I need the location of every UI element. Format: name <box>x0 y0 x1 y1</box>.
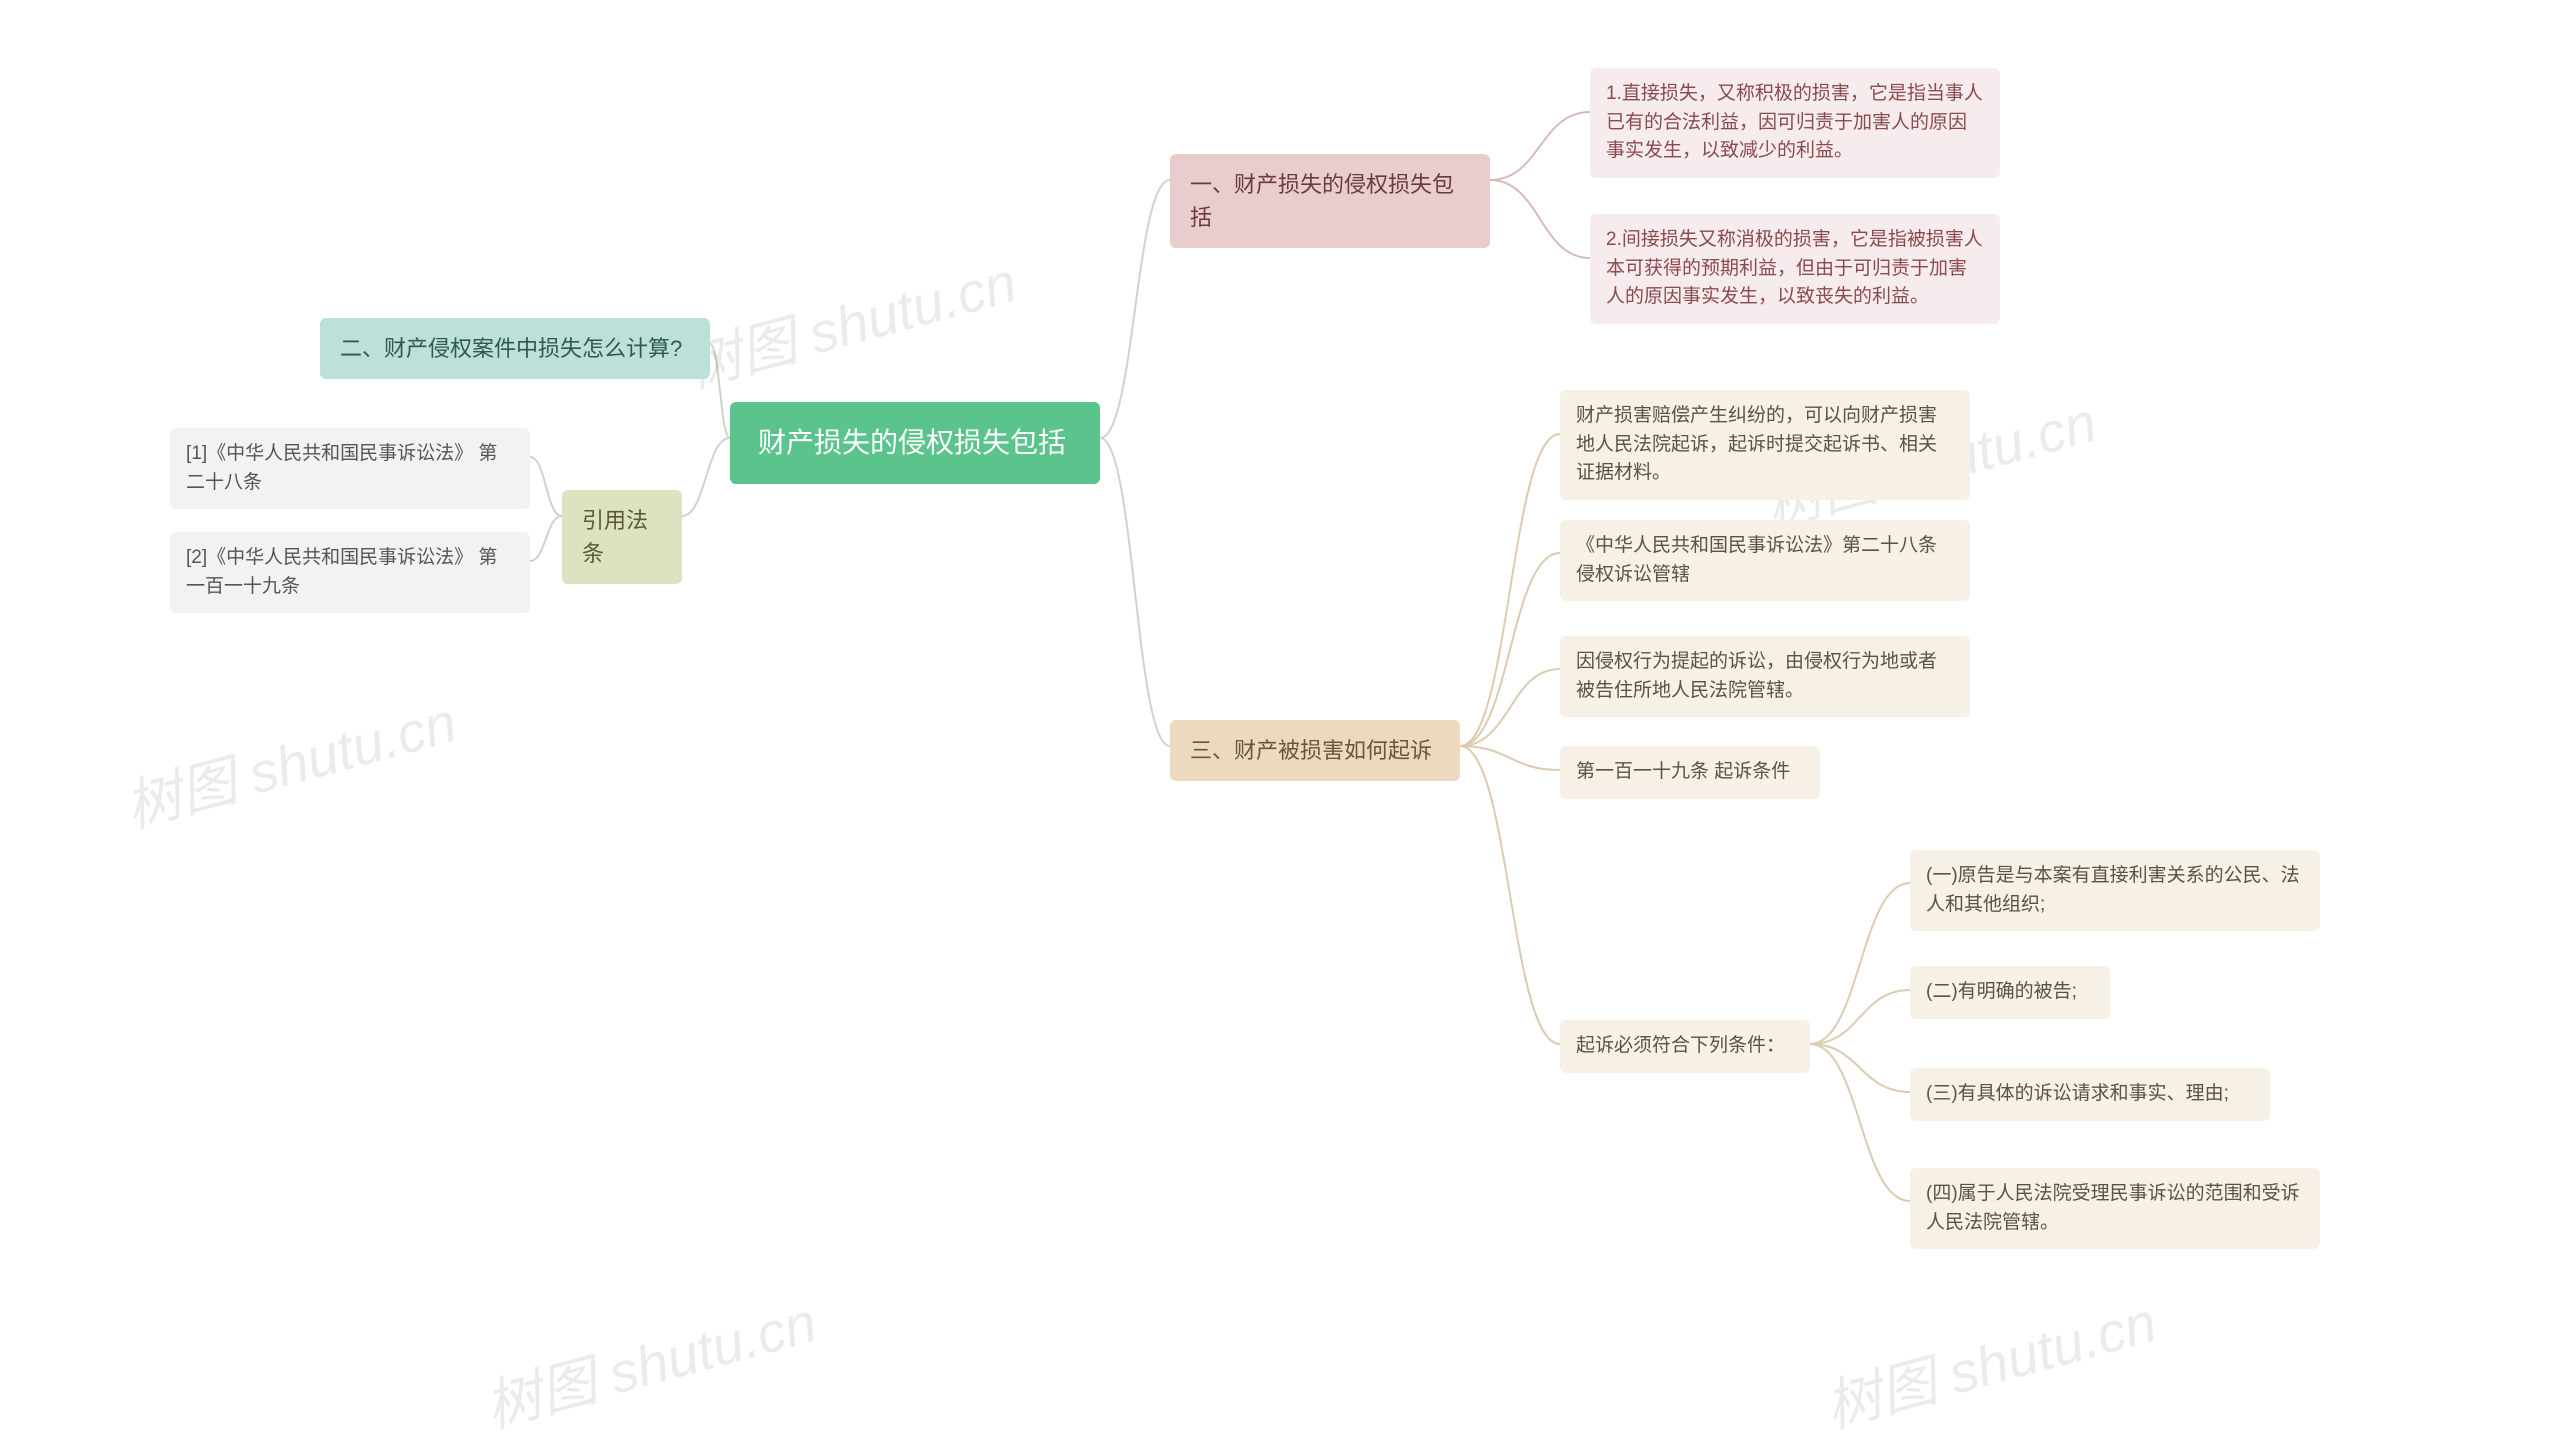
type-item[interactable]: 1.直接损失，又称积极的损害，它是指当事人已有的合法利益，因可归责于加害人的原因… <box>1590 68 2000 178</box>
watermark: 树图 shutu.cn <box>475 1277 824 1443</box>
type-item[interactable]: 2.间接损失又称消极的损害，它是指被损害人本可获得的预期利益，但由于可归责于加害… <box>1590 214 2000 324</box>
branch-calc[interactable]: 二、财产侵权案件中损失怎么计算? <box>320 318 710 379</box>
root-node[interactable]: 财产损失的侵权损失包括 <box>730 402 1100 484</box>
branch-types[interactable]: 一、财产损失的侵权损失包括 <box>1170 154 1490 248</box>
condition-item[interactable]: (二)有明确的被告; <box>1910 966 2110 1019</box>
citation-item[interactable]: [2]《中华人民共和国民事诉讼法》 第一百一十九条 <box>170 532 530 613</box>
watermark: 树图 shutu.cn <box>115 677 464 843</box>
lawsuit-item[interactable]: 财产损害赔偿产生纠纷的，可以向财产损害地人民法院起诉，起诉时提交起诉书、相关证据… <box>1560 390 1970 500</box>
condition-item[interactable]: (一)原告是与本案有直接利害关系的公民、法人和其他组织; <box>1910 850 2320 931</box>
citation-item[interactable]: [1]《中华人民共和国民事诉讼法》 第二十八条 <box>170 428 530 509</box>
watermark: 树图 shutu.cn <box>675 237 1024 403</box>
lawsuit-item[interactable]: 第一百一十九条 起诉条件 <box>1560 746 1820 799</box>
watermark: 树图 shutu.cn <box>1815 1277 2164 1443</box>
lawsuit-item[interactable]: 《中华人民共和国民事诉讼法》第二十八条 侵权诉讼管辖 <box>1560 520 1970 601</box>
condition-item[interactable]: (三)有具体的诉讼请求和事实、理由; <box>1910 1068 2270 1121</box>
condition-item[interactable]: (四)属于人民法院受理民事诉讼的范围和受诉人民法院管辖。 <box>1910 1168 2320 1249</box>
branch-lawsuit[interactable]: 三、财产被损害如何起诉 <box>1170 720 1460 781</box>
lawsuit-conditions[interactable]: 起诉必须符合下列条件： <box>1560 1020 1810 1073</box>
lawsuit-item[interactable]: 因侵权行为提起的诉讼，由侵权行为地或者被告住所地人民法院管辖。 <box>1560 636 1970 717</box>
branch-citations[interactable]: 引用法条 <box>562 490 682 584</box>
